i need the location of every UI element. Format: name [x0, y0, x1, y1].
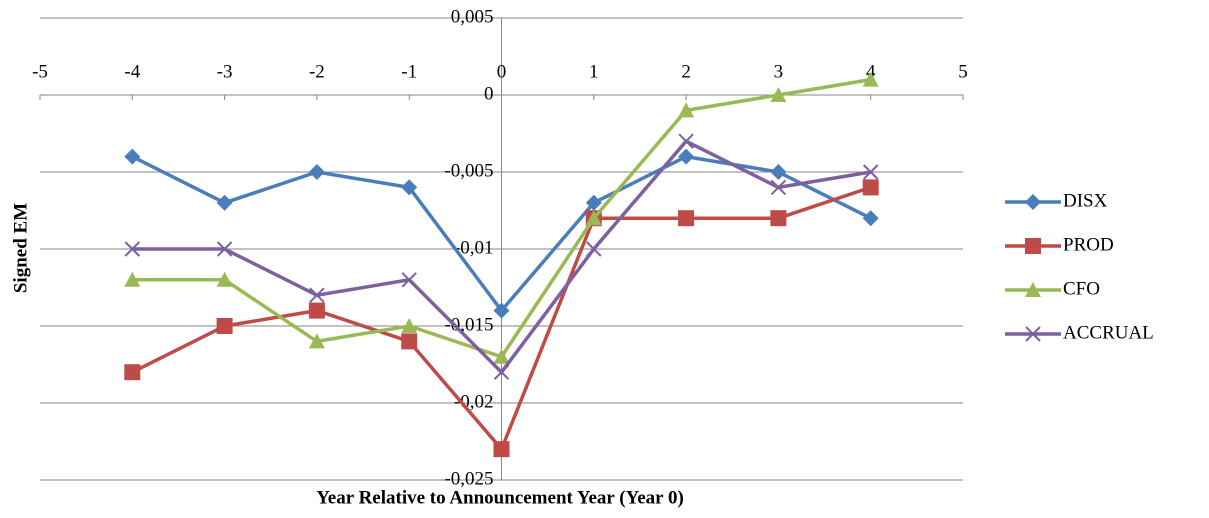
marker — [124, 241, 141, 257]
marker — [493, 302, 510, 319]
marker — [585, 210, 602, 226]
marker — [216, 271, 233, 287]
marker — [770, 164, 787, 180]
marker — [401, 179, 418, 196]
x-tick-label: 3 — [774, 61, 784, 82]
marker — [216, 241, 233, 257]
legend-marker — [1025, 326, 1041, 342]
marker — [308, 333, 325, 349]
marker — [770, 87, 787, 102]
marker — [493, 441, 510, 458]
legend-marker — [1025, 282, 1041, 297]
marker — [216, 194, 233, 211]
x-tick-label: -1 — [401, 61, 417, 82]
marker — [493, 364, 510, 380]
x-axis-title: Year Relative to Announcement Year (Year… — [316, 487, 684, 508]
x-tick-label: -3 — [217, 61, 233, 82]
marker — [124, 364, 141, 381]
y-tick-label: -0,005 — [444, 160, 493, 181]
marker — [124, 148, 141, 165]
y-tick-label: 0 — [484, 83, 494, 104]
marker — [308, 164, 325, 180]
marker — [401, 318, 418, 333]
legend-label: DISX — [1063, 190, 1108, 211]
marker — [678, 133, 694, 149]
y-tick-label: -0,015 — [444, 314, 493, 335]
x-tick-label: -4 — [124, 61, 140, 82]
marker — [585, 194, 602, 211]
marker — [401, 333, 418, 350]
marker — [678, 148, 695, 165]
legend-label: ACCRUAL — [1063, 322, 1154, 343]
marker — [216, 318, 233, 334]
marker — [862, 164, 879, 180]
marker — [770, 210, 787, 227]
legend-marker — [1025, 238, 1041, 254]
marker — [862, 71, 879, 87]
x-tick-label: 2 — [681, 61, 691, 82]
x-tick-label: -2 — [309, 61, 325, 82]
marker — [309, 287, 325, 303]
x-tick-label: 5 — [958, 61, 968, 82]
marker — [678, 210, 695, 227]
marker — [586, 241, 602, 257]
x-tick-label: -5 — [32, 61, 48, 82]
x-tick-label: 0 — [497, 61, 507, 82]
marker — [308, 302, 325, 319]
legend-marker — [1025, 194, 1041, 210]
y-tick-label: -0,01 — [454, 237, 494, 258]
legend-label: PROD — [1063, 234, 1114, 255]
marker — [401, 272, 417, 288]
marker — [862, 179, 879, 196]
y-tick-label: -0,025 — [444, 468, 493, 489]
marker — [770, 179, 787, 196]
marker — [493, 348, 510, 364]
marker — [678, 102, 695, 118]
marker — [124, 271, 141, 287]
x-tick-label: 4 — [866, 61, 876, 82]
y-tick-label: 0,005 — [451, 6, 494, 27]
legend-label: CFO — [1063, 278, 1100, 299]
x-tick-label: 1 — [589, 61, 599, 82]
y-axis-title: Signed EM — [10, 203, 31, 293]
marker — [862, 210, 879, 227]
